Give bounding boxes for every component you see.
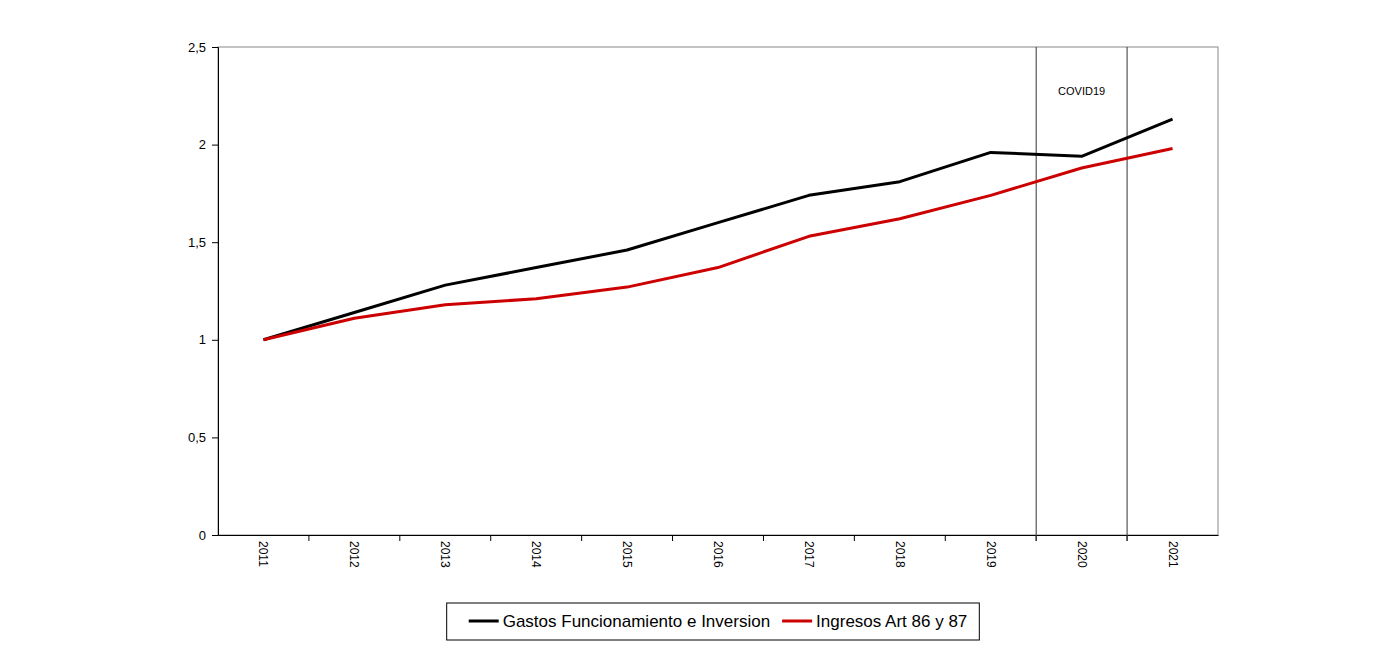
y-tick-mark — [212, 242, 218, 243]
legend-label: Gastos Funcionamiento e Inversion — [503, 612, 770, 631]
x-tick-label: 2019 — [984, 541, 998, 568]
x-tick-label: 2014 — [529, 541, 543, 568]
x-tick: 2020 — [1075, 535, 1089, 568]
x-tick: 2012 — [347, 535, 361, 568]
legend-item: Ingresos Art 86 y 87 — [782, 612, 967, 631]
y-axis-line — [212, 48, 219, 536]
y-tick-mark — [212, 437, 218, 438]
chart: 0 0,5 1 1,5 2 2,5 2011 2012 2013 2014 2015 2016 2017… — [0, 0, 1400, 665]
x-boundary-tick — [763, 535, 764, 541]
x-boundary-tick — [399, 535, 400, 541]
x-boundary-ticks — [309, 535, 1127, 541]
y-tick-mark — [212, 340, 218, 341]
x-tick: 2013 — [438, 535, 452, 568]
x-boundary-tick — [581, 535, 582, 541]
y-tick-label: 0,5 — [188, 430, 206, 445]
y-tick: 0,5 — [188, 430, 218, 445]
y-tick-label: 1 — [199, 332, 206, 347]
y-tick-label: 1,5 — [188, 235, 206, 250]
x-tick-label: 2015 — [620, 541, 634, 568]
x-tick: 2017 — [802, 535, 816, 568]
x-tick: 2015 — [620, 535, 634, 568]
x-tick-label: 2020 — [1075, 541, 1089, 568]
x-boundary-tick — [945, 535, 946, 541]
x-tick-label: 2011 — [256, 541, 270, 567]
annotation: COVID19 — [1036, 47, 1127, 541]
y-tick-label: 2,5 — [188, 40, 206, 55]
legend: Gastos Funcionamiento e Inversion Ingreso… — [447, 603, 980, 640]
x-tick-label: 2016 — [711, 541, 725, 568]
x-tick: 2014 — [529, 535, 543, 568]
y-tick: 1,5 — [188, 235, 218, 250]
x-axis-line — [219, 535, 1219, 536]
x-tick-label: 2018 — [893, 541, 907, 568]
y-tick: 2 — [199, 137, 218, 152]
x-tick-label: 2017 — [802, 541, 816, 568]
annotation-line — [1036, 47, 1037, 541]
x-tick: 2021 — [1166, 535, 1180, 568]
legend-box — [447, 603, 980, 640]
x-tick-label: 2012 — [347, 541, 361, 568]
legend-label: Ingresos Art 86 y 87 — [816, 612, 967, 631]
x-boundary-tick — [308, 535, 309, 541]
x-tick-label: 2021 — [1166, 541, 1180, 568]
legend-swatch — [782, 620, 812, 623]
x-tick: 2019 — [984, 535, 998, 568]
x-tick: 2018 — [893, 535, 907, 568]
y-tick-mark — [212, 535, 218, 536]
x-boundary-tick — [672, 535, 673, 541]
legend-item: Gastos Funcionamiento e Inversion — [469, 612, 770, 631]
y-tick: 1 — [199, 332, 218, 347]
series-line — [263, 119, 1172, 340]
x-tick: 2011 — [256, 535, 270, 567]
x-axis: 2011 2012 2013 2014 2015 2016 2017 2018 2019 2020… — [219, 535, 1219, 568]
x-boundary-tick — [490, 535, 491, 541]
x-boundary-tick — [854, 535, 855, 541]
y-tick-label: 2 — [199, 137, 206, 152]
y-tick: 2,5 — [188, 40, 218, 55]
y-tick-mark — [212, 145, 218, 146]
x-tick: 2016 — [711, 535, 725, 568]
plot-frame — [218, 47, 1218, 535]
y-tick-mark — [212, 47, 218, 48]
annotation-line — [1127, 47, 1128, 541]
annotation-text: COVID19 — [1058, 85, 1105, 97]
lines — [263, 119, 1172, 340]
x-tick-label: 2013 — [438, 541, 452, 568]
y-tick-label: 0 — [199, 528, 206, 543]
legend-swatch — [469, 620, 499, 623]
series-line — [263, 149, 1172, 340]
y-tick: 0 — [199, 528, 218, 543]
y-axis: 0 0,5 1 1,5 2 2,5 — [188, 40, 219, 543]
